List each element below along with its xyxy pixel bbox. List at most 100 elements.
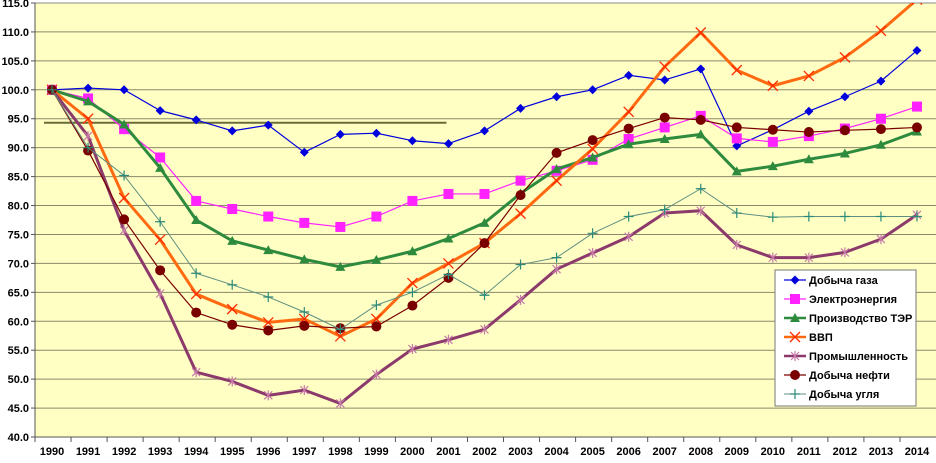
circle-marker bbox=[155, 265, 166, 276]
x-tick-label: 1992 bbox=[112, 446, 136, 458]
square-marker bbox=[623, 133, 634, 144]
star-marker bbox=[444, 334, 453, 345]
square-marker bbox=[263, 211, 274, 222]
plus-marker bbox=[695, 183, 706, 194]
y-tick-label: 55.0 bbox=[8, 345, 29, 357]
plus-marker bbox=[299, 307, 310, 318]
triangle-marker bbox=[587, 152, 598, 162]
plus-marker bbox=[191, 268, 202, 279]
x-marker bbox=[118, 192, 130, 204]
star-marker bbox=[299, 385, 309, 396]
triangle-marker bbox=[659, 133, 670, 143]
circle-marker bbox=[767, 124, 778, 135]
triangle-marker bbox=[119, 119, 130, 129]
legend-item: ВВП bbox=[784, 331, 833, 344]
legend-item: Добыча угля bbox=[784, 389, 879, 401]
triangle-marker bbox=[227, 235, 238, 245]
legend-label: Добыча газа bbox=[809, 275, 879, 287]
x-marker bbox=[443, 257, 454, 269]
triangle-marker bbox=[371, 254, 382, 264]
star-marker bbox=[840, 247, 850, 258]
circle-marker bbox=[551, 147, 562, 158]
x-tick-label: 1993 bbox=[148, 446, 172, 458]
circle-marker bbox=[731, 122, 742, 133]
triangle-marker bbox=[551, 164, 562, 174]
star-marker bbox=[263, 390, 273, 401]
legend-label: Добыча нефти bbox=[809, 370, 890, 382]
x-marker bbox=[767, 80, 779, 92]
square-marker bbox=[875, 113, 886, 124]
plus-marker bbox=[911, 211, 922, 222]
diamond-marker bbox=[696, 64, 706, 74]
circle-marker bbox=[515, 190, 526, 201]
square-marker bbox=[479, 188, 490, 199]
x-tick-label: 2003 bbox=[508, 446, 532, 458]
y-tick-label: 90.0 bbox=[8, 143, 29, 155]
x-tick-label: 1999 bbox=[364, 446, 388, 458]
circle-marker bbox=[263, 325, 274, 336]
plus-marker bbox=[790, 389, 800, 399]
plus-marker bbox=[479, 290, 490, 301]
plus-marker bbox=[551, 252, 562, 263]
legend-item: Промышленность bbox=[784, 351, 908, 363]
square-marker bbox=[191, 195, 202, 206]
diamond-marker bbox=[552, 92, 562, 102]
square-marker bbox=[515, 175, 526, 186]
plus-marker bbox=[839, 211, 850, 222]
circle-marker bbox=[659, 112, 670, 123]
plus-marker bbox=[335, 324, 346, 335]
star-marker bbox=[155, 288, 165, 299]
x-tick-label: 1995 bbox=[220, 446, 244, 458]
x-tick-label: 1996 bbox=[256, 446, 280, 458]
triangle-marker bbox=[335, 261, 346, 271]
y-tick-label: 115.0 bbox=[2, 0, 29, 10]
triangle-marker bbox=[623, 139, 634, 149]
plus-marker bbox=[803, 211, 814, 222]
plus-marker bbox=[767, 212, 778, 223]
legend-label: Электроэнергия bbox=[809, 294, 897, 306]
diamond-marker bbox=[840, 92, 850, 102]
y-tick-label: 105.0 bbox=[1, 56, 29, 68]
diamond-marker bbox=[263, 120, 273, 130]
circle-marker bbox=[299, 320, 310, 331]
square-marker bbox=[659, 122, 670, 133]
plus-marker bbox=[83, 142, 94, 153]
star-marker bbox=[768, 252, 778, 263]
plus-marker bbox=[407, 287, 418, 298]
diamond-marker bbox=[732, 141, 742, 151]
x-marker bbox=[551, 175, 563, 187]
circle-marker bbox=[371, 321, 382, 332]
y-tick-label: 40.0 bbox=[8, 432, 29, 444]
diamond-marker bbox=[407, 136, 417, 146]
legend-label: ВВП bbox=[809, 332, 833, 344]
triangle-marker bbox=[191, 215, 202, 224]
star-marker bbox=[227, 376, 237, 387]
circle-marker bbox=[587, 135, 598, 146]
circle-marker bbox=[790, 370, 800, 380]
x-marker bbox=[731, 64, 743, 76]
legend-item: Производство ТЭР bbox=[784, 313, 912, 325]
x-tick-label: 1994 bbox=[184, 446, 209, 458]
x-tick-label: 2010 bbox=[761, 446, 785, 458]
square-marker bbox=[911, 101, 922, 112]
triangle-marker bbox=[407, 246, 418, 256]
x-tick-label: 2007 bbox=[652, 446, 676, 458]
circle-marker bbox=[119, 214, 130, 225]
x-tick-label: 2002 bbox=[472, 446, 496, 458]
diamond-marker bbox=[83, 83, 93, 93]
x-marker bbox=[334, 330, 346, 342]
square-marker bbox=[299, 217, 310, 228]
plus-marker bbox=[587, 228, 598, 239]
triangle-marker bbox=[695, 129, 706, 139]
star-marker bbox=[119, 225, 129, 236]
y-tick-label: 65.0 bbox=[8, 287, 29, 299]
x-tick-label: 2012 bbox=[833, 446, 857, 458]
star-marker bbox=[552, 264, 562, 275]
plus-marker bbox=[371, 300, 382, 311]
x-tick-label: 2000 bbox=[400, 446, 424, 458]
square-marker bbox=[335, 221, 346, 232]
star-marker bbox=[876, 234, 886, 245]
x-marker bbox=[370, 313, 382, 325]
x-marker bbox=[587, 143, 599, 155]
star-marker bbox=[696, 205, 706, 216]
